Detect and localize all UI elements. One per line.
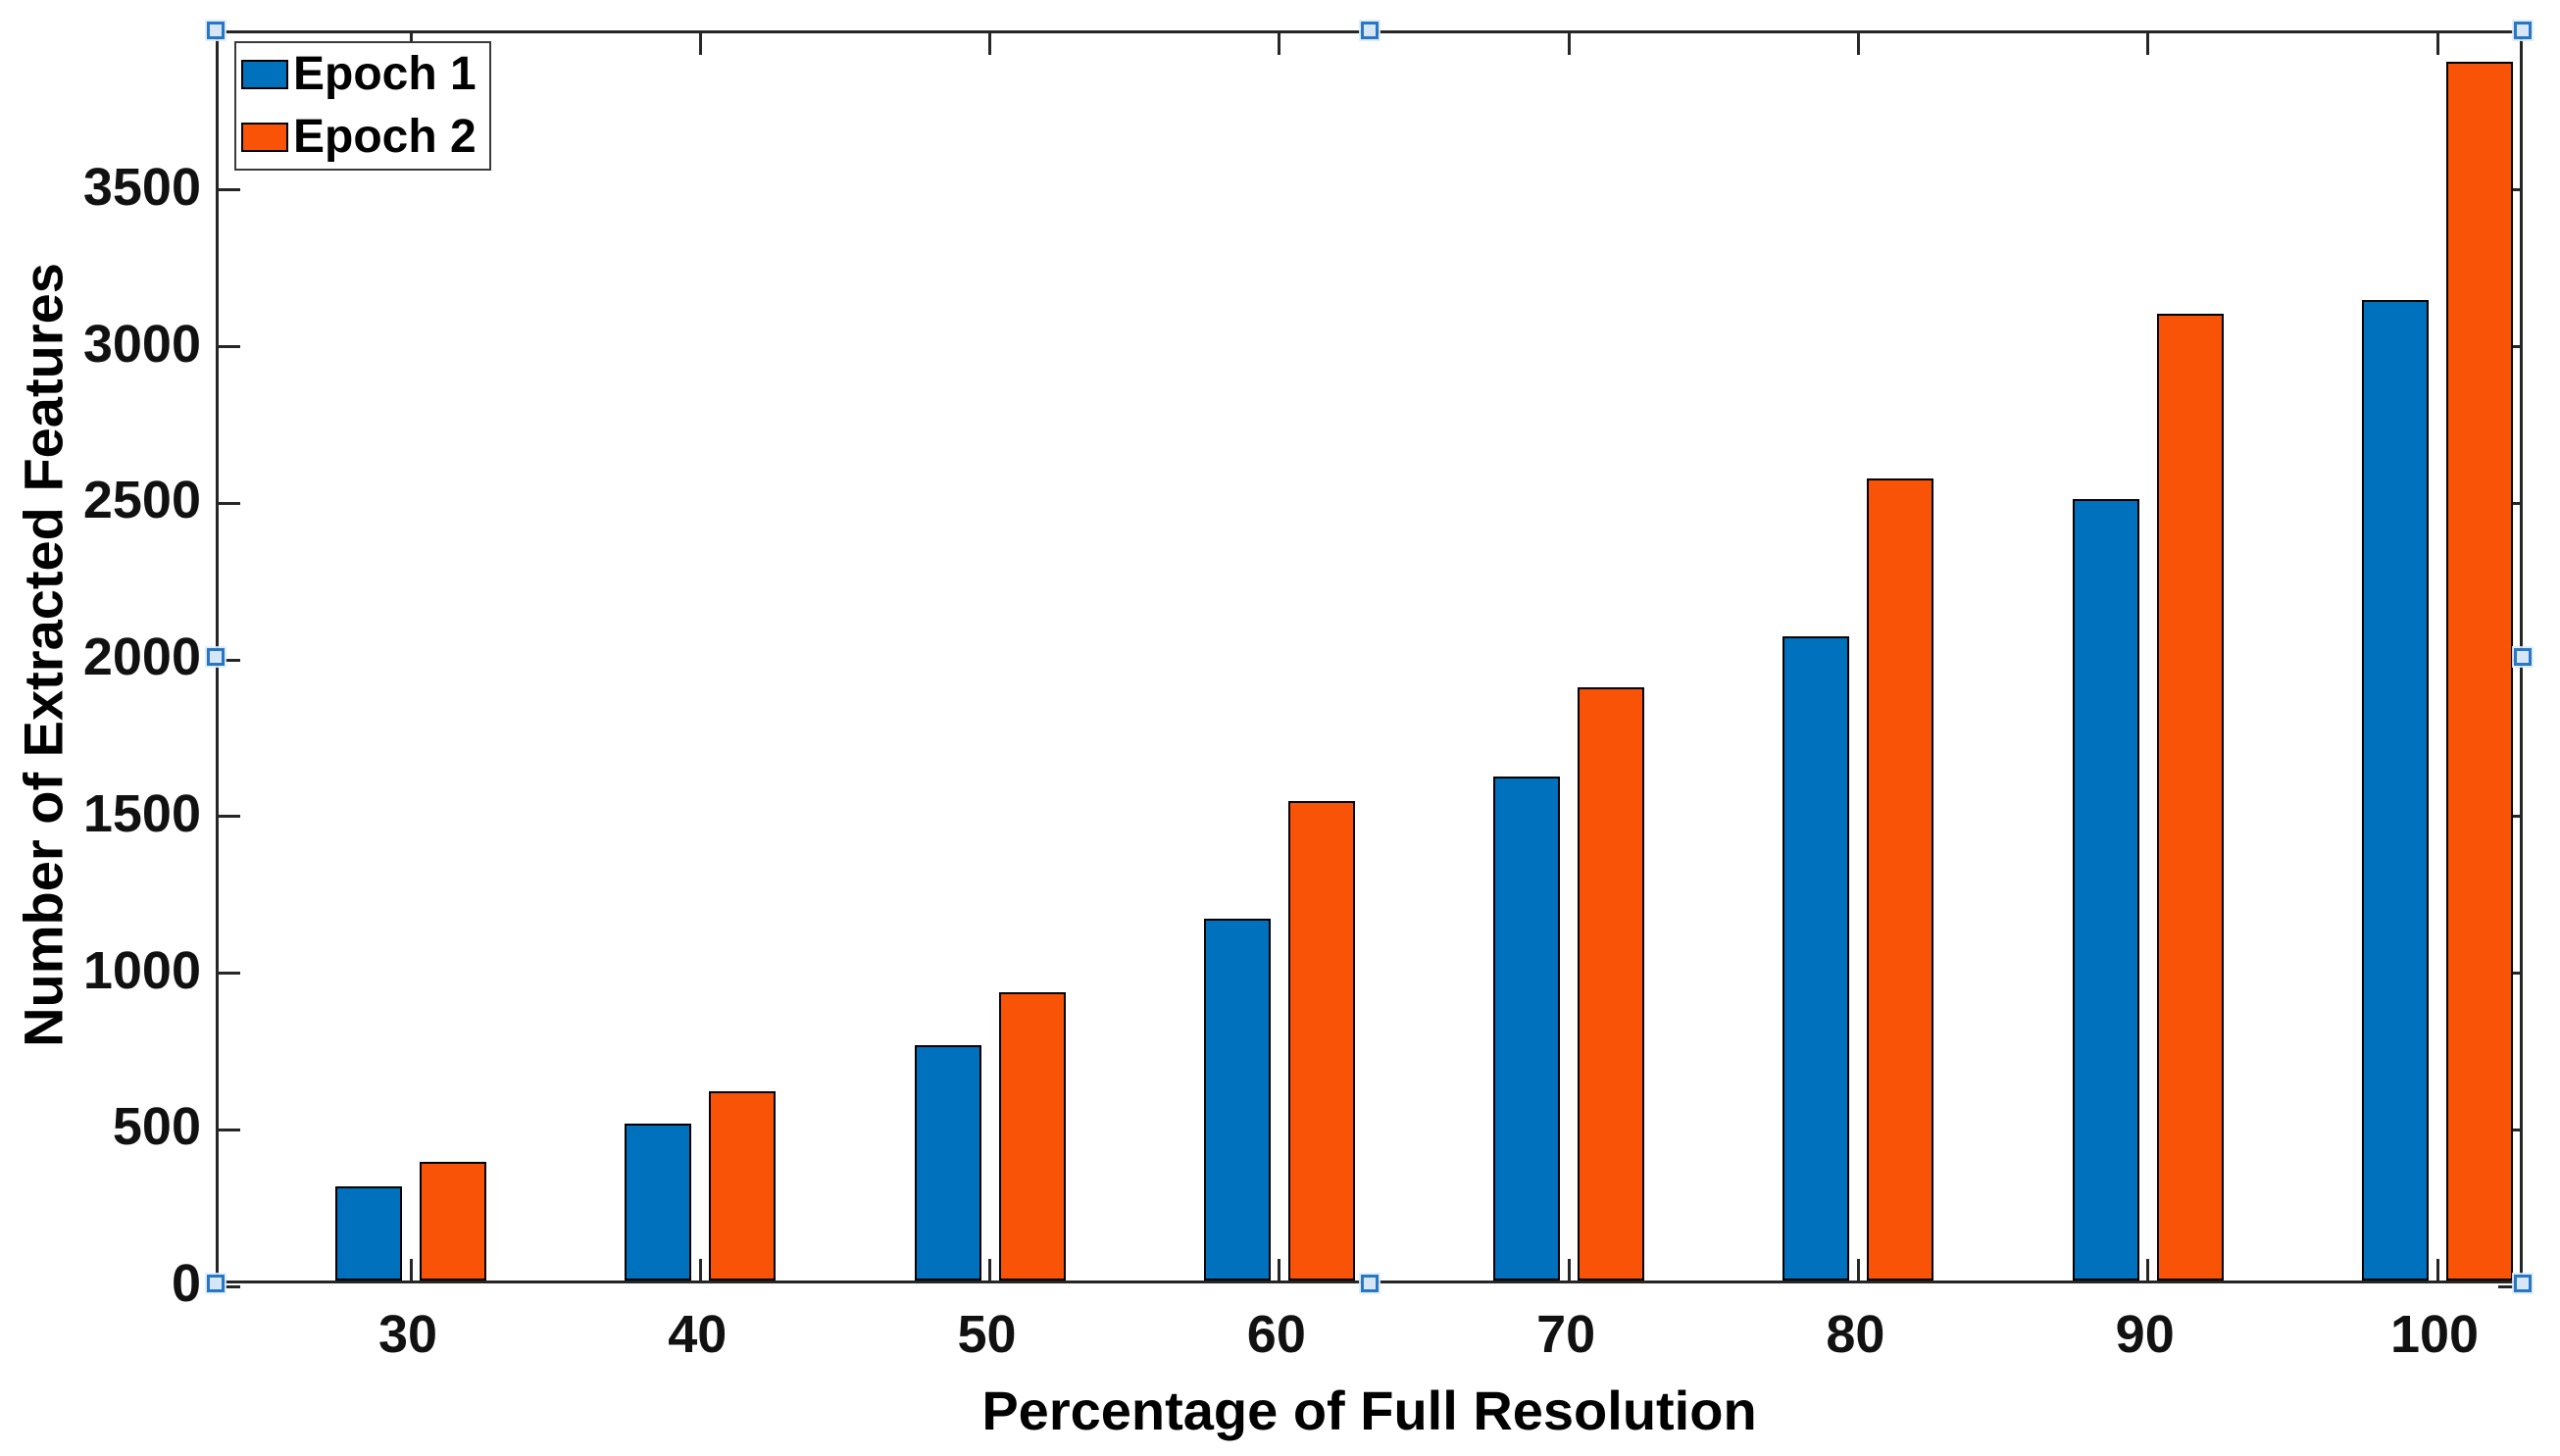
y-tick-label: 2000	[82, 628, 201, 686]
selection-handle-top-center[interactable]	[1360, 22, 1379, 39]
x-tick-mark	[1278, 1259, 1281, 1280]
bar-epoch-2-80	[1867, 478, 1934, 1280]
x-tick-mark	[698, 33, 702, 55]
bar-epoch-2-30	[420, 1161, 486, 1280]
selection-handle-bottom-left[interactable]	[207, 1275, 225, 1292]
x-tick-mark	[698, 1259, 702, 1280]
x-tick-mark	[2146, 1259, 2150, 1280]
y-tick-mark	[219, 658, 240, 662]
x-tick-label: 50	[957, 1305, 1017, 1364]
selection-handle-top-left[interactable]	[207, 22, 225, 39]
x-tick-mark	[2146, 33, 2150, 55]
y-tick-mark	[219, 1284, 240, 1288]
y-tick-label: 1500	[82, 783, 201, 843]
selection-handle-bottom-right[interactable]	[2514, 1275, 2532, 1292]
bar-epoch-1-90	[2072, 498, 2139, 1280]
legend[interactable]: Epoch 1 Epoch 2	[234, 41, 491, 171]
y-tick-mark	[219, 345, 240, 348]
bar-epoch-1-40	[625, 1124, 692, 1280]
x-tick-mark	[2435, 33, 2439, 55]
x-tick-label: 80	[1826, 1305, 1885, 1364]
bar-epoch-1-100	[2362, 299, 2429, 1280]
x-axis-label: Percentage of Full Resolution	[981, 1380, 1757, 1441]
x-tick-label: 100	[2389, 1305, 2480, 1364]
y-tick-mark	[219, 972, 240, 975]
bar-epoch-2-40	[709, 1090, 777, 1280]
x-tick-label: 30	[377, 1305, 438, 1364]
x-tick-mark	[1856, 1259, 1860, 1280]
bar-epoch-1-80	[1782, 636, 1850, 1280]
x-tick-label: 90	[2115, 1305, 2175, 1364]
legend-item[interactable]: Epoch 1	[236, 44, 489, 105]
y-tick-label: 3500	[82, 157, 201, 217]
bar-epoch-1-30	[335, 1186, 402, 1280]
x-tick-mark	[1567, 1259, 1571, 1280]
y-tick-mark	[219, 501, 240, 505]
x-tick-mark	[2435, 1259, 2439, 1280]
y-tick-label: 3000	[82, 314, 201, 374]
bar-epoch-2-60	[1287, 801, 1355, 1280]
selection-handle-middle-right[interactable]	[2514, 648, 2532, 666]
x-tick-label: 40	[668, 1305, 728, 1364]
legend-swatch-icon	[241, 123, 288, 152]
bar-epoch-2-50	[998, 992, 1066, 1280]
y-tick-mark	[2498, 1284, 2520, 1288]
y-tick-label: 1000	[82, 940, 201, 1000]
legend-label: Epoch 2	[293, 111, 477, 163]
bar-epoch-2-90	[2156, 314, 2224, 1280]
selection-handle-bottom-center[interactable]	[1360, 1275, 1379, 1292]
y-tick-label: 2500	[82, 471, 201, 530]
bar-epoch-1-50	[914, 1045, 981, 1280]
x-tick-mark	[409, 1259, 413, 1280]
x-tick-mark	[1278, 33, 1281, 55]
selection-handle-top-right[interactable]	[2514, 22, 2532, 39]
y-tick-label: 500	[112, 1097, 201, 1157]
legend-item[interactable]: Epoch 2	[236, 107, 489, 168]
y-tick-label: 0	[171, 1254, 201, 1313]
bar-epoch-2-70	[1578, 686, 1645, 1280]
bar-epoch-1-60	[1203, 918, 1271, 1280]
legend-swatch-icon	[241, 60, 288, 89]
y-tick-mark	[219, 1128, 240, 1131]
selection-handle-middle-left[interactable]	[207, 648, 225, 666]
x-tick-mark	[988, 33, 992, 55]
x-tick-mark	[988, 1259, 992, 1280]
x-tick-label: 60	[1246, 1305, 1306, 1364]
x-tick-mark	[1856, 33, 1860, 55]
plot-area	[216, 30, 2523, 1288]
x-tick-label: 70	[1536, 1305, 1596, 1364]
bar-epoch-2-100	[2446, 62, 2513, 1280]
x-tick-mark	[1567, 33, 1571, 55]
bar-epoch-1-70	[1493, 776, 1561, 1280]
y-tick-mark	[219, 188, 240, 192]
legend-label: Epoch 1	[293, 48, 477, 100]
y-tick-mark	[219, 815, 240, 819]
